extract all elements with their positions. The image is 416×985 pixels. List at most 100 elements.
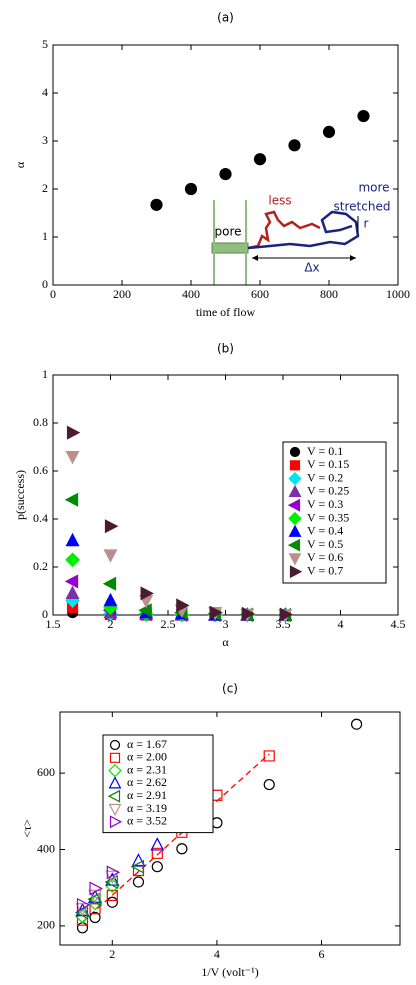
y-tick-label: 0.8 <box>33 415 48 429</box>
legend-marker <box>287 498 301 512</box>
legend-label: V = 0.6 <box>307 550 343 564</box>
legend-marker <box>109 815 123 829</box>
y-tick-label: 5 <box>42 37 48 51</box>
panel-title: (a) <box>217 11 234 25</box>
x-tick-label: 0 <box>50 287 56 301</box>
marker <box>76 922 89 934</box>
y-axis-label: p(success) <box>13 470 27 520</box>
x-tick-label: 4 <box>214 947 220 961</box>
marker <box>65 585 80 599</box>
annotation: more <box>358 181 389 195</box>
marker <box>322 125 336 138</box>
y-tick-label: 600 <box>37 765 55 779</box>
x-axis-label: time of flow <box>196 305 256 319</box>
y-tick-label: 2 <box>42 181 48 195</box>
marker <box>89 881 103 896</box>
y-axis-label: α <box>13 161 27 168</box>
marker <box>130 859 145 874</box>
marker <box>219 168 232 181</box>
y-tick-label: 3 <box>42 133 48 147</box>
annotation: stretched <box>334 200 391 214</box>
fit-line <box>82 753 270 923</box>
more-stretched-polymer <box>247 210 360 250</box>
marker <box>150 198 163 211</box>
legend-marker <box>288 484 302 497</box>
y-tick-label: 0.2 <box>33 559 48 573</box>
marker <box>253 153 267 166</box>
marker <box>241 606 256 621</box>
y-tick-label: 0.6 <box>33 463 48 477</box>
legend-label: V = 0.7 <box>307 563 343 577</box>
annotation: less <box>268 194 291 208</box>
marker <box>151 847 163 859</box>
pore-tube <box>211 242 249 254</box>
x-tick-label: 4.5 <box>391 617 406 631</box>
legend-label: α = 3.52 <box>127 814 167 828</box>
marker <box>151 861 163 873</box>
x-tick-label: 1.5 <box>46 617 61 631</box>
legend-label: α = 3.19 <box>127 801 167 815</box>
panel-title: (b) <box>217 342 234 356</box>
legend-label: α = 1.67 <box>127 737 167 751</box>
marker <box>288 139 301 152</box>
legend-marker <box>288 553 302 566</box>
legend-marker <box>289 460 301 471</box>
x-tick-label: 600 <box>251 287 269 301</box>
legend-label: V = 0.25 <box>307 484 349 498</box>
x-axis-label: α <box>222 635 229 649</box>
legend-label: V = 0.1 <box>307 444 343 458</box>
annotation: r <box>364 217 369 231</box>
x-tick-label: 400 <box>182 287 200 301</box>
y-tick-label: 4 <box>42 85 48 99</box>
marker <box>279 607 294 622</box>
legend-marker <box>108 776 122 789</box>
legend-marker <box>287 538 301 552</box>
legend-label: V = 0.5 <box>307 537 343 551</box>
marker <box>64 574 79 589</box>
marker <box>150 837 165 851</box>
marker <box>263 778 275 791</box>
legend-label: V = 0.15 <box>307 457 349 471</box>
legend-label: V = 0.4 <box>307 524 343 538</box>
marker <box>64 492 79 507</box>
x-tick-label: 4 <box>338 617 344 631</box>
marker <box>102 576 117 591</box>
marker <box>103 549 118 563</box>
y-tick-label: 1 <box>42 229 48 243</box>
legend-marker <box>288 471 302 486</box>
marker <box>65 451 80 465</box>
legend-label: V = 0.3 <box>307 497 343 511</box>
legend-marker <box>289 565 303 579</box>
annotation: pore <box>214 225 241 239</box>
legend-box <box>282 441 387 584</box>
marker <box>87 892 101 907</box>
marker <box>65 552 80 568</box>
marker <box>104 519 119 534</box>
legend-label: V = 0.35 <box>307 510 349 524</box>
marker <box>106 865 121 880</box>
x-tick-label: 200 <box>113 287 131 301</box>
x-tick-label: 2 <box>108 617 114 631</box>
legend-marker <box>107 789 121 803</box>
x-tick-label: 800 <box>320 287 338 301</box>
legend-marker <box>109 752 121 763</box>
legend-box <box>102 734 214 834</box>
x-axis-label: 1/V (volt⁻¹) <box>201 965 258 979</box>
marker <box>88 889 103 904</box>
plot-frame <box>59 711 401 946</box>
legend-label: α = 2.00 <box>127 750 167 764</box>
legend-marker <box>288 524 302 537</box>
marker <box>184 182 198 196</box>
y-tick-label: 0.4 <box>33 511 48 525</box>
marker <box>103 592 118 607</box>
less-stretched-polymer <box>247 210 321 250</box>
marker <box>176 598 190 613</box>
legend-marker <box>108 803 122 817</box>
y-tick-label: 400 <box>37 841 55 855</box>
marker <box>132 876 145 888</box>
marker <box>131 853 146 867</box>
marker <box>74 905 89 920</box>
marker <box>66 425 81 440</box>
